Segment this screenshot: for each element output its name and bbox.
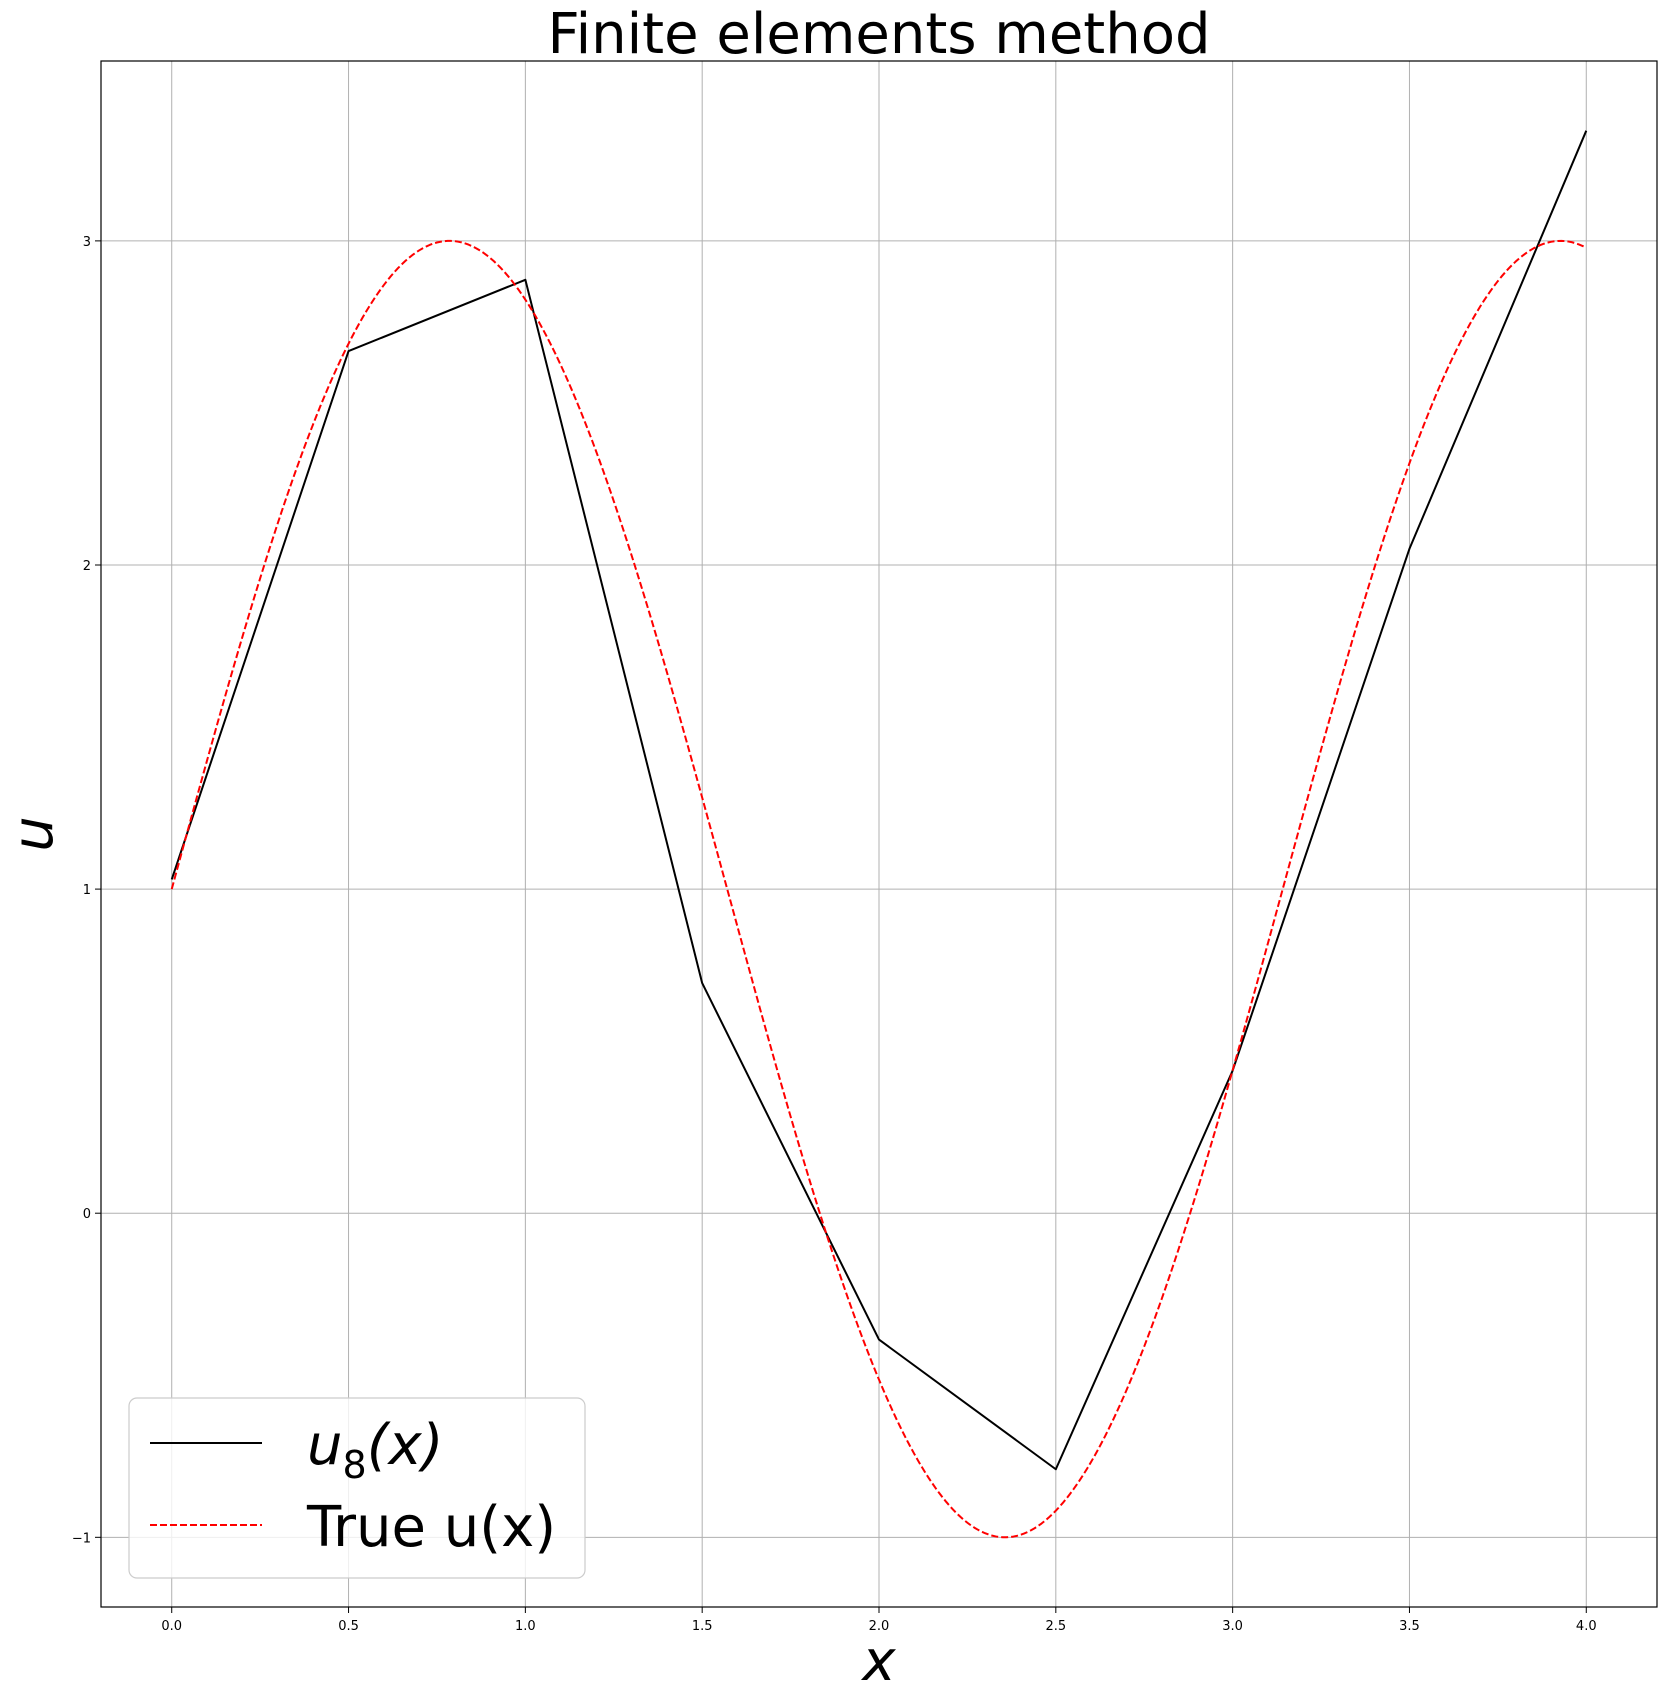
y-tick-label: −1 xyxy=(72,1531,91,1546)
x-tick-label: 2.5 xyxy=(1045,1619,1066,1634)
x-tick-label: 0.5 xyxy=(338,1619,359,1634)
x-axis-label: x xyxy=(860,1629,896,1693)
x-tick-label: 4.0 xyxy=(1576,1619,1597,1634)
series-u8-line xyxy=(170,130,1588,1471)
legend-u8-subscript: 8 xyxy=(343,1443,367,1487)
series-true-line xyxy=(170,239,1587,1539)
grid xyxy=(101,61,1657,1607)
y-tick-label: 2 xyxy=(83,559,91,574)
y-tick-label: 3 xyxy=(83,235,91,250)
legend-u8-tail: (x) xyxy=(367,1413,444,1478)
y-axis-label: u xyxy=(1,816,66,852)
legend-label-true: True u(x) xyxy=(306,1495,556,1560)
x-tick-label: 1.0 xyxy=(515,1619,536,1634)
legend-u8-base: u xyxy=(307,1413,343,1478)
x-tick-label: 3.0 xyxy=(1222,1619,1243,1634)
legend: u8(x) True u(x) xyxy=(128,1397,586,1579)
x-tick-label: 3.5 xyxy=(1399,1619,1420,1634)
x-tick-label: 2.0 xyxy=(869,1619,890,1634)
series-layer xyxy=(170,130,1588,1539)
y-tick-label: 0 xyxy=(83,1207,91,1222)
y-tick-label: 1 xyxy=(83,883,91,898)
ticks: 0.0 0.5 1.0 1.5 2.0 2.5 3.0 3.5 4.0 −1 0 1 2 3 xyxy=(72,235,1597,1634)
chart-title: Finite elements method xyxy=(547,2,1210,67)
x-tick-label: 0.0 xyxy=(161,1619,182,1634)
legend-label-u8: u8(x) xyxy=(307,1413,444,1487)
x-tick-label: 1.5 xyxy=(692,1619,713,1634)
